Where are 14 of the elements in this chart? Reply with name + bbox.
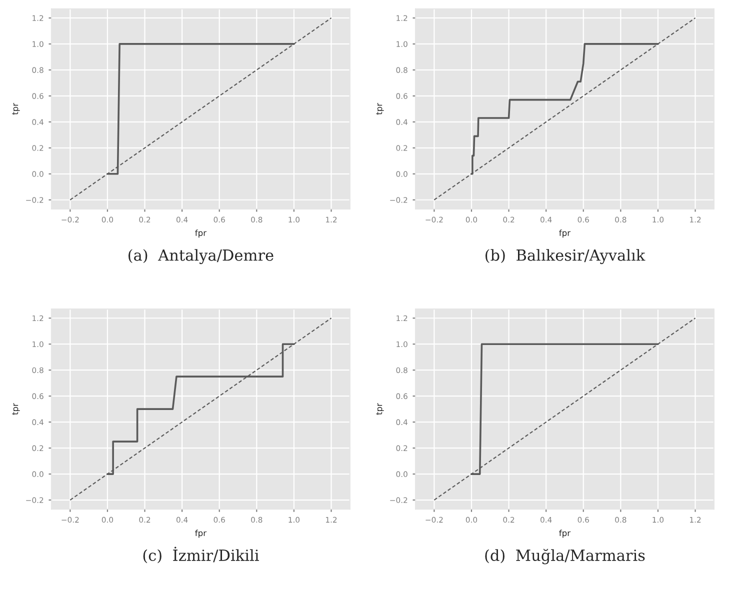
- x-axis-title: fpr: [559, 530, 571, 538]
- x-axis-title: fpr: [195, 530, 207, 538]
- y-axis-title: tpr: [12, 403, 20, 415]
- text: (c) İzmir/Dikili: [143, 546, 259, 564]
- y-axis-title: tpr: [12, 102, 20, 115]
- text: (d) Muğla/Marmaris: [485, 548, 645, 564]
- text: (a) Antalya/Demre: [128, 249, 274, 264]
- x-axis-title: fpr: [559, 230, 571, 238]
- y-axis-title: tpr: [376, 403, 384, 415]
- line-series: [470, 43, 659, 175]
- y-axis-title: tpr: [376, 102, 384, 115]
- x-axis-title: fpr: [195, 230, 207, 238]
- text: (b) Balıkesir/Ayvalık: [486, 249, 646, 264]
- line-series: [106, 343, 295, 475]
